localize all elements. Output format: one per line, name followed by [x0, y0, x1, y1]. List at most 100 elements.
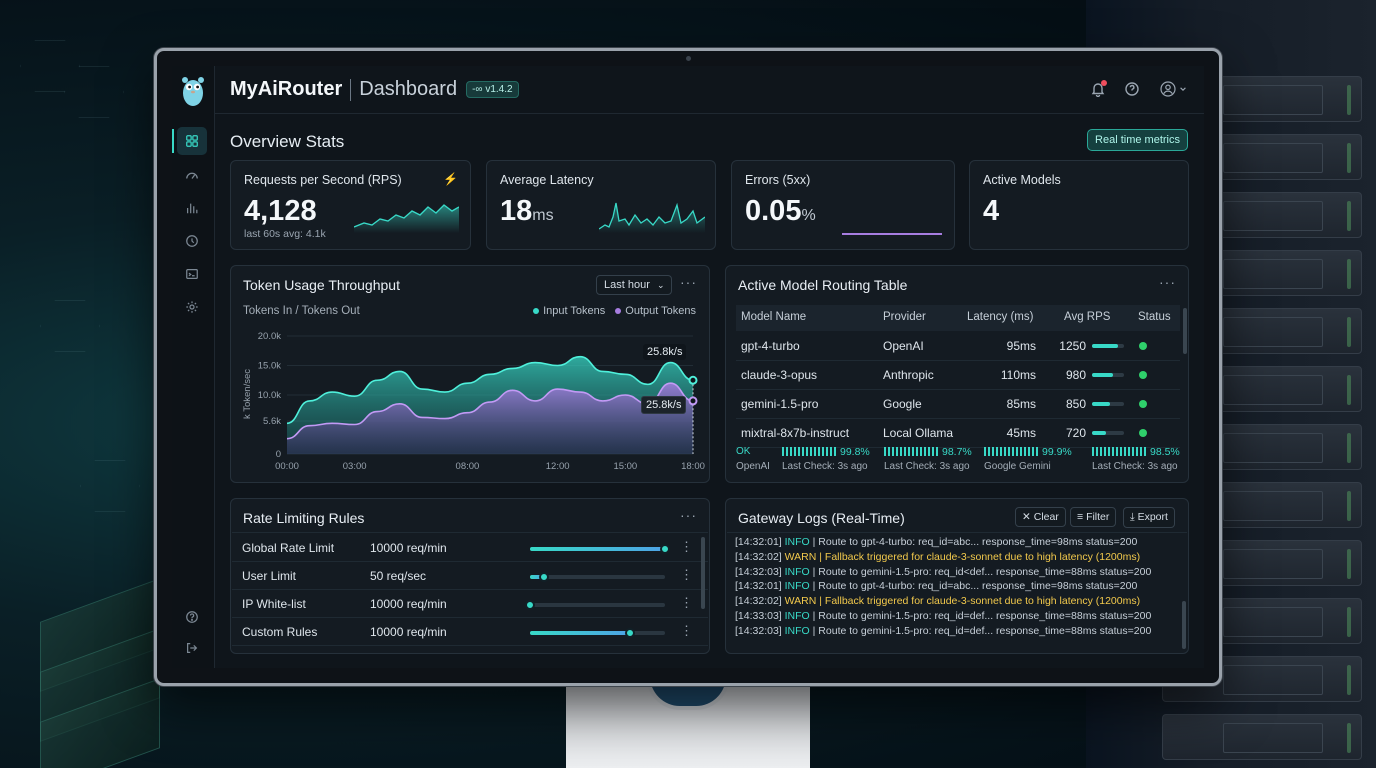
row-menu-icon[interactable]: ⋮ [680, 539, 693, 554]
model-name: gemini-1.5-pro [741, 397, 819, 411]
stat-unit: ms [532, 207, 554, 224]
more-options-icon[interactable]: ··· [680, 507, 697, 523]
logs-scrollbar[interactable] [1182, 601, 1186, 649]
gauge-icon[interactable] [177, 161, 207, 189]
stat-value: 18ms [500, 195, 554, 228]
table-header: Model Name Provider Latency (ms) Avg RPS… [736, 305, 1180, 331]
rps-load-bar [1092, 431, 1124, 435]
rps-load-bar [1092, 402, 1124, 406]
rule-row[interactable]: User Limit 50 req/sec ⋮ [232, 562, 708, 590]
rule-name: User Limit [242, 569, 297, 583]
legend-label: Output Tokens [625, 305, 696, 317]
legend-output: Output Tokens [615, 305, 696, 317]
table-scrollbar[interactable] [1183, 308, 1187, 354]
status-dot [1139, 342, 1147, 350]
latency: 95ms [1006, 339, 1036, 353]
rule-slider[interactable] [525, 600, 665, 610]
row-menu-icon[interactable]: ⋮ [680, 623, 693, 638]
col-rps: Avg RPS [1064, 311, 1111, 323]
slider-knob[interactable] [525, 600, 535, 610]
log-line: [14:33:03] INFO | Route to gemini-1.5-pr… [735, 610, 1151, 622]
bell-icon[interactable] [1088, 79, 1108, 99]
rule-value: 10000 req/min [370, 597, 447, 611]
log-line: [14:32:03] INFO | Route to gemini-1.5-pr… [735, 625, 1151, 637]
rule-slider[interactable] [530, 628, 665, 638]
terminal-icon[interactable] [177, 260, 207, 288]
settings-icon[interactable] [177, 293, 207, 321]
gateway-logs-card: Gateway Logs (Real-Time) ✕ Clear ≡ Filte… [725, 498, 1189, 654]
table-row[interactable]: mixtral-8x7b-instruct Local Ollama 45ms 720 [736, 419, 1180, 448]
rule-value: 50 req/sec [370, 569, 427, 583]
card-title: Gateway Logs (Real-Time) [738, 510, 905, 526]
divider [232, 532, 708, 533]
slider-fill [530, 547, 665, 551]
health-last-check: Last Check: 3s ago [884, 461, 970, 472]
table-row[interactable]: claude-3-opus Anthropic 110ms 980 [736, 361, 1180, 390]
col-provider: Provider [883, 311, 926, 323]
output-cursor-dot[interactable] [688, 396, 698, 406]
time-range-select[interactable]: Last hour ⌄ [596, 275, 673, 295]
health-bars [1092, 447, 1148, 456]
rps-sparkline [354, 204, 459, 233]
app-title: MyAiRouter [230, 78, 343, 100]
clear-label: Clear [1033, 511, 1059, 523]
rule-row[interactable]: IP White-list 10000 req/min ⋮ [232, 590, 708, 618]
provider: Anthropic [883, 368, 934, 382]
health-provider: OpenAI [736, 461, 770, 472]
slider-fill [530, 575, 544, 579]
x-tick-label: 15:00 [613, 461, 637, 472]
chevron-down-icon: ⌄ [656, 280, 665, 290]
rule-name: IP White-list [242, 597, 306, 611]
user-menu[interactable] [1156, 79, 1190, 99]
log-line: [14:32:01] INFO | Route to gpt-4-turbo: … [735, 536, 1137, 548]
rule-row[interactable]: Custom Rules 10000 req/min ⋮ [232, 618, 708, 646]
avg-rps: 1250 [1059, 339, 1086, 353]
stat-card-rps: Requests per Second (RPS) ⚡ 4,128 last 6… [230, 160, 471, 250]
history-icon[interactable] [177, 227, 207, 255]
log-timestamp: [14:32:02] [735, 550, 782, 563]
version-badge: -∞ v1.4.2 [466, 81, 519, 98]
realtime-metrics-button[interactable]: Real time metrics [1087, 129, 1188, 151]
log-message: | Route to gpt-4-turbo: req_id=abc... re… [812, 580, 1138, 593]
chart-subtitle: Tokens In / Tokens Out [243, 305, 360, 317]
row-menu-icon[interactable]: ⋮ [680, 567, 693, 582]
health-percent: 99.8% [840, 446, 870, 458]
slider-knob[interactable] [660, 544, 670, 554]
x-tick-label: 03:00 [343, 461, 367, 472]
table-row[interactable]: gpt-4-turbo OpenAI 95ms 1250 [736, 332, 1180, 361]
rules-scrollbar[interactable] [701, 537, 705, 609]
slider-knob[interactable] [624, 628, 635, 638]
dashboard-icon[interactable] [172, 127, 207, 155]
log-level: INFO [784, 624, 810, 637]
col-status: Status [1138, 311, 1171, 323]
rule-slider[interactable] [530, 572, 665, 582]
table-row[interactable]: gemini-1.5-pro Google 85ms 850 [736, 390, 1180, 419]
filter-button[interactable]: ≡ Filter [1070, 507, 1117, 527]
stat-label: Average Latency [500, 173, 594, 187]
help-icon[interactable] [177, 603, 207, 631]
stat-value: 0.05% [745, 195, 816, 228]
rule-slider[interactable] [530, 544, 670, 554]
pulse-icon: ⚡ [443, 172, 458, 186]
y-tick-label: 10.0k [258, 390, 281, 401]
bar-chart-icon[interactable] [177, 194, 207, 222]
clear-button[interactable]: ✕ Clear [1015, 507, 1066, 527]
logout-icon[interactable] [177, 634, 207, 662]
log-timestamp: [14:32:03] [735, 565, 782, 578]
latency: 45ms [1006, 426, 1036, 440]
input-cursor-dot[interactable] [688, 375, 698, 385]
row-menu-icon[interactable]: ⋮ [680, 595, 693, 610]
more-options-icon[interactable]: ··· [680, 274, 697, 290]
log-message: | Route to gemini-1.5-pro: req_id=def...… [812, 610, 1152, 622]
rule-name: Global Rate Limit [242, 541, 335, 555]
health-percent: 98.7% [942, 446, 972, 458]
log-message: | Fallback triggered for claude-3-sonnet… [819, 595, 1141, 608]
help-circle-icon[interactable] [1122, 79, 1142, 99]
export-button[interactable]: ⤓ Export [1123, 507, 1175, 528]
rule-row[interactable]: Global Rate Limit 10000 req/min ⋮ [232, 534, 708, 562]
more-options-icon[interactable]: ··· [1159, 274, 1176, 290]
slider-knob[interactable] [538, 572, 549, 582]
log-level: INFO [784, 610, 810, 622]
status-dot [1139, 429, 1147, 437]
bg-hexagon [64, 66, 124, 118]
